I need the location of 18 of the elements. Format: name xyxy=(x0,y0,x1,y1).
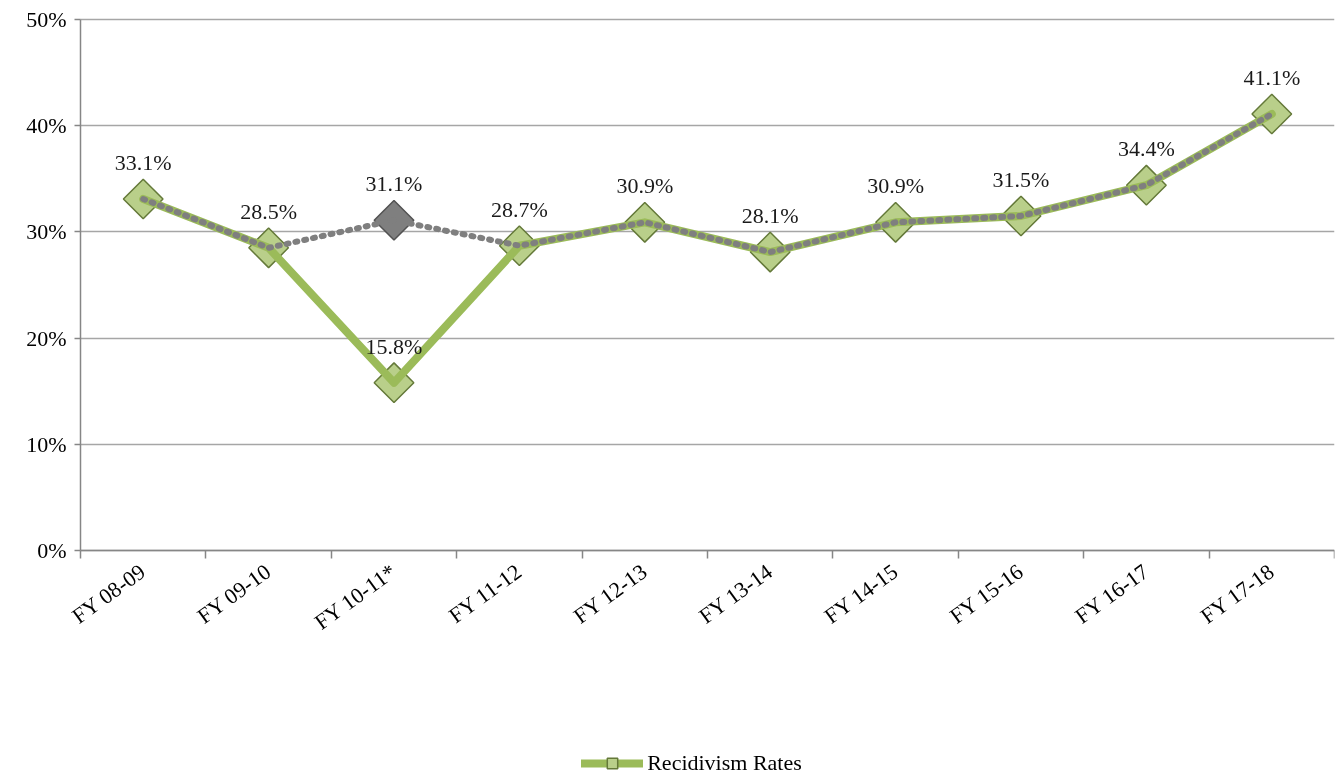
data-label: 28.7% xyxy=(490,196,548,222)
data-label: 30.9% xyxy=(616,173,674,199)
y-tick-label: 40% xyxy=(26,113,67,139)
data-label: 30.9% xyxy=(867,173,925,199)
data-label: 34.4% xyxy=(1117,136,1175,162)
data-label: 28.5% xyxy=(240,198,298,224)
data-label: 31.1% xyxy=(365,171,423,197)
data-label: 41.1% xyxy=(1243,65,1301,91)
y-tick-label: 30% xyxy=(26,219,67,245)
y-tick-label: 20% xyxy=(26,325,67,351)
data-label: 15.8% xyxy=(365,333,423,359)
data-label: 31.5% xyxy=(992,166,1050,192)
legend-label: Recidivism Rates xyxy=(647,750,802,776)
data-label: 28.1% xyxy=(741,203,799,229)
y-tick-label: 0% xyxy=(37,538,67,563)
data-label: 33.1% xyxy=(114,149,172,175)
y-tick-label: 10% xyxy=(26,431,67,457)
y-tick-label: 50% xyxy=(26,7,67,32)
